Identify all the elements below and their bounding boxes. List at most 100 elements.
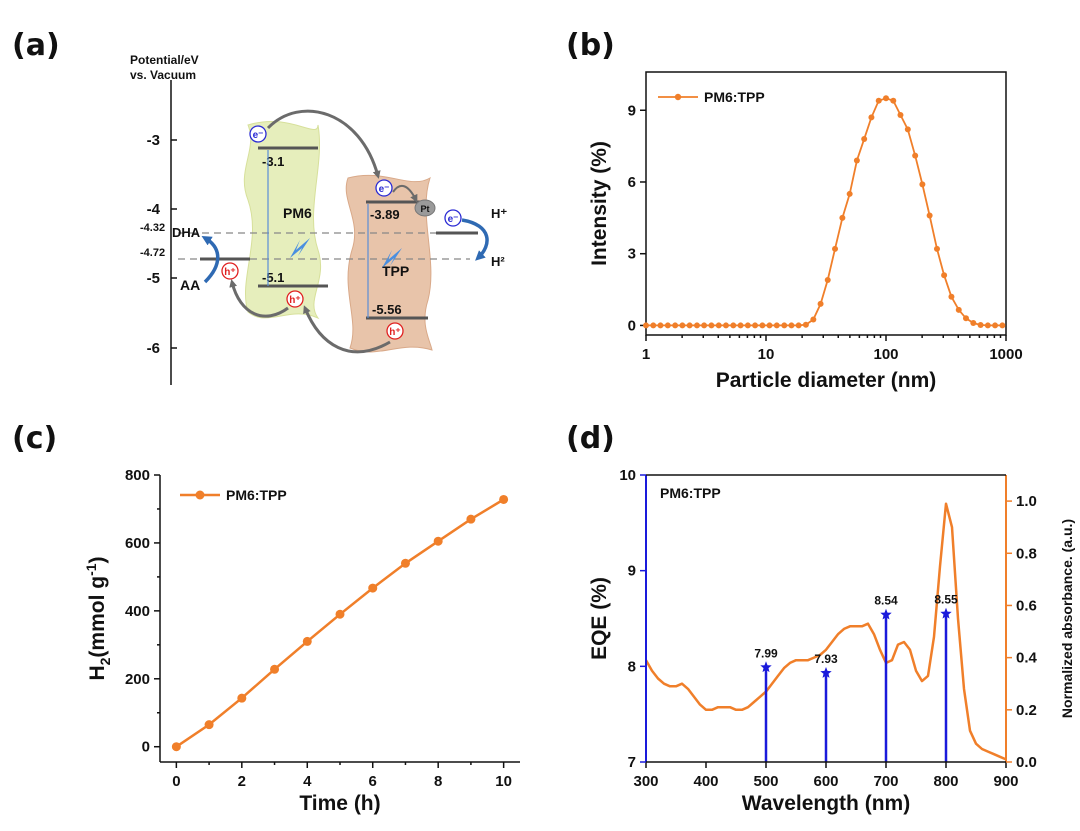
- panel-d-chart: 7.99 7.93 8.54 8.55 300 400 500 600 700 800 900 7 8 9…: [588, 467, 1075, 815]
- y-axis-label-part: 2: [97, 657, 113, 665]
- pm6-band: [243, 120, 322, 320]
- x-tick-label: 400: [693, 773, 718, 790]
- h-plus-to-h2-arrow: [461, 218, 489, 261]
- pt-label: Pt: [421, 204, 430, 214]
- eqe-value-label: 7.99: [754, 646, 778, 660]
- potential-tick-label: -6: [147, 340, 160, 357]
- data-point: [693, 322, 700, 329]
- right-y-tick-label: 0.2: [1016, 702, 1037, 719]
- x-tick-label: 8: [434, 773, 442, 790]
- data-point: [832, 245, 839, 252]
- y-axis-label-part: (mmol g: [86, 576, 109, 658]
- data-point: [912, 152, 919, 159]
- panel-a-tag: (a): [12, 28, 60, 63]
- panel-a-diagram: Potential/eV vs. Vacuum -3 -4 -5 -6 -4.3…: [130, 53, 507, 385]
- data-point: [657, 322, 664, 329]
- data-point: [171, 742, 181, 752]
- data-point: [759, 322, 766, 329]
- data-point: [766, 322, 773, 329]
- data-point: [788, 322, 795, 329]
- data-point: [368, 583, 378, 593]
- hole-transfer-arrow: [303, 305, 391, 354]
- potential-tick-label: -4: [147, 201, 161, 218]
- data-point: [270, 664, 280, 674]
- hole-label: h⁺: [224, 267, 235, 278]
- potential-tick-label: -5: [147, 270, 160, 287]
- plot-frame: [645, 71, 1007, 336]
- pt-transfer-arrow: [392, 184, 418, 203]
- electron-label: e⁻: [448, 214, 459, 225]
- data-point: [883, 95, 889, 102]
- data-point: [853, 157, 860, 164]
- x-tick-label: 500: [753, 773, 778, 790]
- data-point: [941, 272, 948, 279]
- h-plus-label: H⁺: [491, 206, 507, 221]
- data-point: [722, 322, 729, 329]
- hole-label: h⁺: [289, 295, 300, 306]
- data-point: [933, 245, 940, 252]
- pm6-lumo-value: -3.1: [262, 154, 284, 169]
- legend-label: PM6:TPP: [704, 89, 765, 105]
- x-tick-label: 700: [873, 773, 898, 790]
- legend-marker: [195, 490, 205, 500]
- data-point: [962, 315, 969, 322]
- pt-electron-icon: e⁻: [444, 209, 462, 227]
- h2-label: H²: [491, 254, 505, 269]
- data-point: [650, 322, 657, 329]
- x-tick-label: 600: [813, 773, 838, 790]
- aa-label: AA: [180, 277, 200, 293]
- series-line: [175, 498, 505, 748]
- data-point: [970, 320, 977, 327]
- y-axis-label-part: ): [86, 556, 109, 563]
- data-point: [810, 316, 817, 323]
- y-tick-label: 800: [125, 467, 150, 484]
- data-point: [672, 322, 679, 329]
- right-y-axis-label: Normalized absorbance. (a.u.): [1059, 519, 1075, 718]
- potential-axis-label-line2: vs. Vacuum: [130, 68, 196, 82]
- potential-tick-label: -3: [147, 132, 160, 149]
- data-point: [795, 322, 802, 329]
- data-point: [948, 293, 955, 300]
- x-tick-label: 4: [303, 773, 312, 790]
- y-tick-label: 3: [628, 246, 636, 263]
- hole-label: h⁺: [389, 327, 400, 338]
- data-point: [466, 514, 476, 524]
- lightning-icon: [290, 238, 310, 258]
- data-point: [744, 322, 751, 329]
- panel-b-tag: (b): [566, 28, 615, 63]
- data-point: [433, 536, 443, 546]
- data-point: [802, 321, 809, 328]
- pm6-label: PM6: [283, 205, 312, 221]
- data-point: [664, 322, 671, 329]
- right-y-tick-label: 0.4: [1016, 650, 1038, 667]
- data-point: [237, 693, 247, 703]
- data-point: [730, 322, 737, 329]
- data-point: [984, 322, 991, 329]
- y-tick-label: 9: [628, 563, 636, 580]
- data-point: [335, 609, 345, 619]
- electron-transfer-arrow: [266, 109, 381, 179]
- data-point: [919, 181, 926, 188]
- data-point: [752, 322, 759, 329]
- pt-catalyst-icon: Pt: [414, 199, 436, 217]
- right-y-tick-label: 0.6: [1016, 597, 1037, 614]
- data-point: [715, 322, 722, 329]
- legend-label: PM6:TPP: [226, 487, 287, 503]
- x-tick-label: 2: [238, 773, 246, 790]
- eqe-value-label: 7.93: [814, 652, 838, 666]
- eqe-star-marker: [880, 608, 892, 620]
- tpp-lumo-value: -3.89: [370, 207, 400, 222]
- data-point: [773, 322, 780, 329]
- y-axis-label-part: -1: [83, 563, 99, 576]
- x-tick-label: 800: [933, 773, 958, 790]
- dha-label: DHA: [172, 225, 201, 240]
- data-point: [817, 300, 824, 307]
- pm6-electron-icon: e⁻: [249, 125, 267, 143]
- eqe-value-label: 8.54: [874, 594, 898, 608]
- right-y-tick-label: 0.8: [1016, 545, 1037, 562]
- pm6-homo-value: -5.1: [262, 270, 284, 285]
- y-tick-label: 200: [125, 671, 150, 688]
- data-point: [955, 306, 962, 313]
